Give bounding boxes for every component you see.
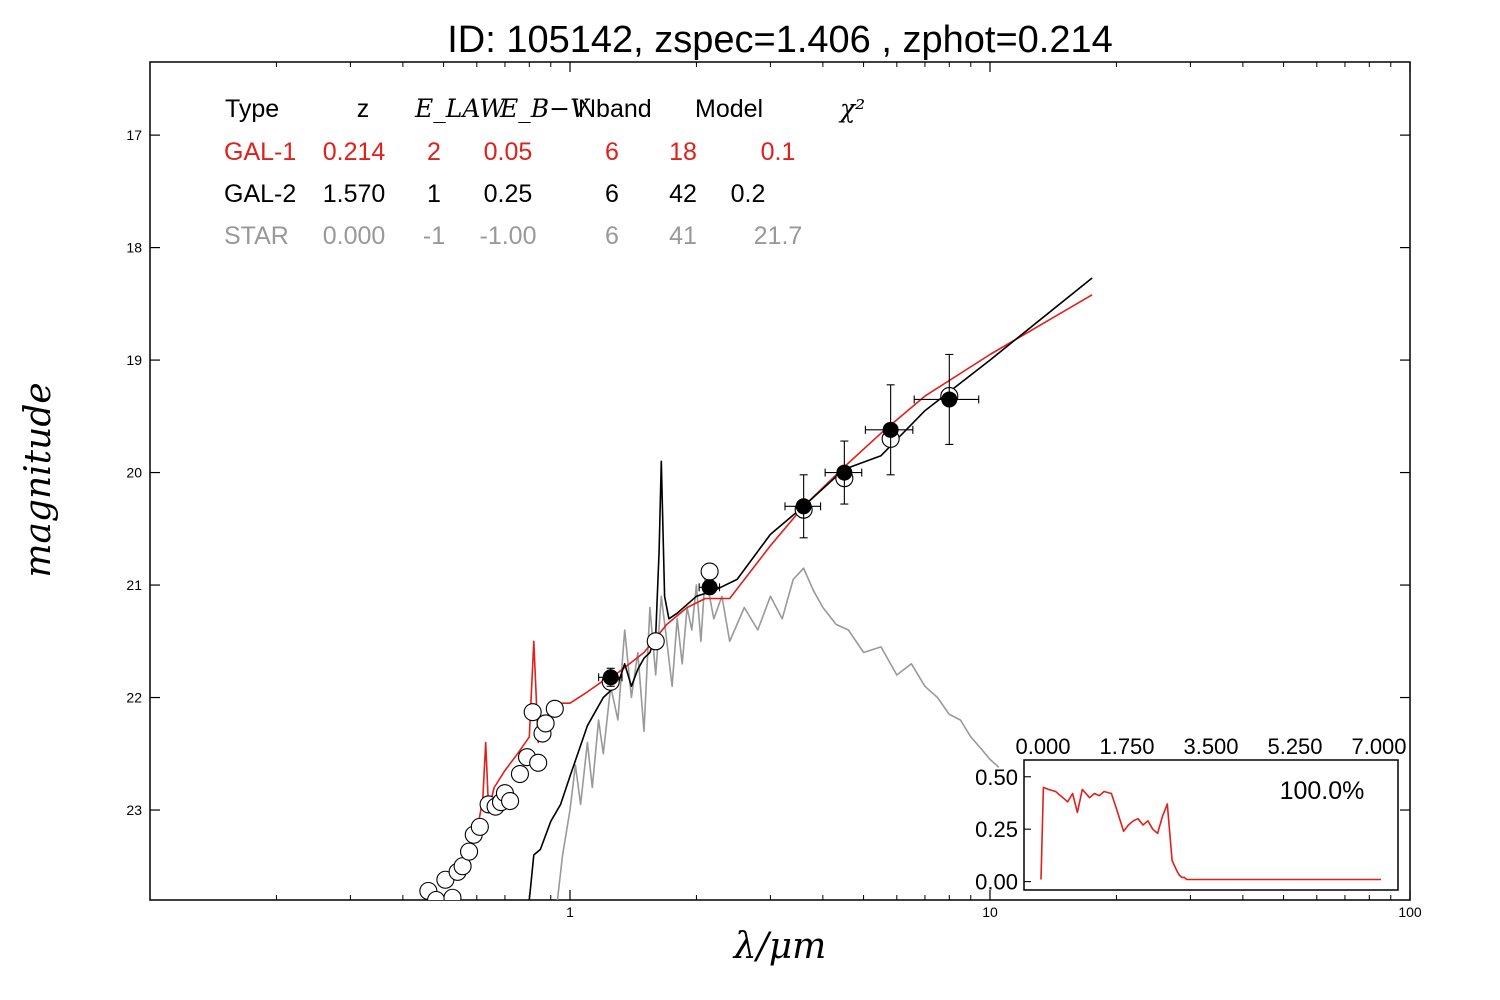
table-header-ebv: E_B−V (499, 94, 591, 123)
model-point (427, 890, 446, 900)
observed-point (941, 391, 958, 408)
plot-frame (149, 61, 1411, 901)
inset-x-tick-label: 1.750 (1099, 734, 1154, 759)
cell-z: 0.000 (323, 222, 386, 250)
observed-point (602, 669, 619, 686)
x-axis-label: λ/μm (732, 926, 826, 967)
model-point (470, 817, 489, 836)
cell-model: 18 (669, 138, 697, 166)
star-template-line (556, 567, 1000, 900)
x-tick-label: 1 (566, 904, 574, 920)
table-header-elaw: E_LAW (414, 94, 507, 123)
cell-z: 1.570 (323, 180, 386, 208)
model-point (545, 699, 564, 718)
cell-type: STAR (224, 222, 289, 250)
cell-type: GAL-2 (224, 180, 296, 208)
model-point (523, 703, 542, 722)
inset-panel: 0.000 1.750 3.500 5.250 7.000 0.00 0.25 0.50 100… (975, 734, 1406, 895)
table-header-chi2: χ² (838, 94, 865, 123)
cell-chi2: 0.2 (731, 180, 766, 208)
cell-nband: 6 (605, 138, 619, 166)
inset-y-tick-label: 0.00 (975, 870, 1018, 895)
model-point (536, 714, 555, 733)
cell-chi2: 0.1 (761, 138, 796, 166)
inset-y-tick-label: 0.50 (975, 765, 1018, 790)
model-point (646, 632, 665, 651)
inset-percentage-label: 100.0% (1280, 777, 1365, 805)
inset-y-tick-label: 0.25 (975, 817, 1018, 842)
cell-nband: 6 (605, 222, 619, 250)
table-header-nband: Nband (578, 95, 652, 123)
observed-point (795, 498, 812, 515)
y-tick-label: 20 (126, 465, 142, 481)
table-header-z: z (357, 95, 370, 123)
cell-ebv: 0.05 (484, 138, 533, 166)
y-tick-label: 21 (126, 577, 142, 593)
cell-elaw: 1 (427, 180, 441, 208)
cell-type: GAL-1 (224, 138, 296, 166)
model-point (529, 753, 548, 772)
data-layer (419, 277, 1093, 900)
cell-model: 42 (669, 180, 697, 208)
y-axis-label: magnitude (18, 382, 59, 577)
inset-pdf-line (1040, 786, 1381, 881)
cell-elaw: -1 (423, 222, 445, 250)
y-tick-label: 17 (126, 127, 142, 143)
cell-ebv: -1.00 (480, 222, 537, 250)
chart-title: ID: 105142, zspec=1.406 , zphot=0.214 (447, 19, 1113, 61)
cell-model: 41 (669, 222, 697, 250)
y-tick-label: 19 (126, 352, 142, 368)
y-tick-label: 18 (126, 240, 142, 256)
table-header-type: Type (225, 95, 279, 123)
model-point (501, 791, 520, 811)
observed-point (701, 579, 718, 596)
observed-point (836, 464, 853, 481)
model-point (700, 562, 719, 581)
inset-frame (1023, 759, 1399, 891)
y-tick-label: 23 (126, 802, 142, 818)
x-tick-label: 100 (1398, 904, 1422, 920)
model-point (510, 764, 529, 784)
inset-x-tick-label: 7.000 (1351, 734, 1406, 759)
table-header-model: Model (695, 95, 763, 123)
cell-ebv: 0.25 (484, 180, 533, 208)
inset-x-tick-label: 3.500 (1183, 734, 1238, 759)
cell-chi2: 21.7 (754, 222, 803, 250)
observed-point (882, 421, 899, 438)
cell-elaw: 2 (427, 138, 441, 166)
model-point (460, 842, 479, 861)
inset-x-tick-label: 5.250 (1267, 734, 1322, 759)
model-point (443, 888, 462, 900)
cell-nband: 6 (605, 180, 619, 208)
inset-x-tick-label: 0.000 (1015, 734, 1070, 759)
cell-z: 0.214 (323, 138, 386, 166)
y-tick-label: 22 (126, 690, 142, 706)
gal2-template-line (528, 277, 1093, 900)
x-tick-label: 10 (982, 904, 998, 920)
